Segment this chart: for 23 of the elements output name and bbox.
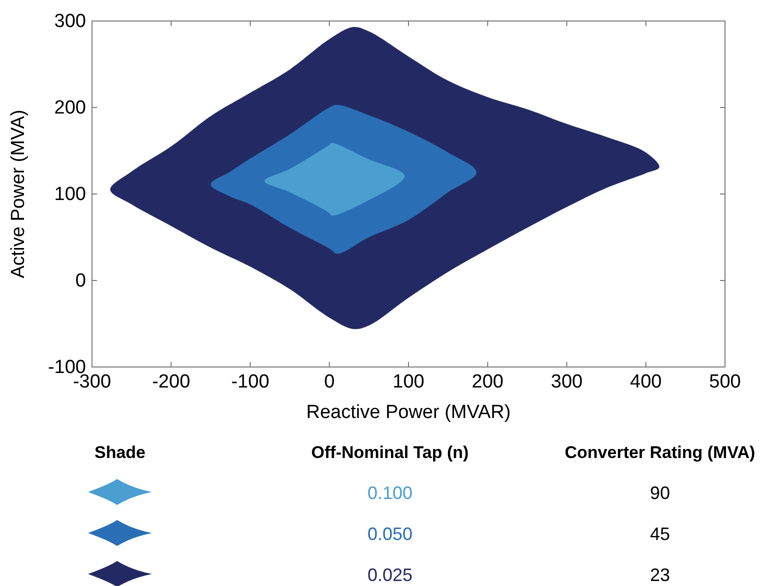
x-axis-title: Reactive Power (MVAR) bbox=[306, 402, 511, 423]
x-tick-label: -200 bbox=[152, 371, 190, 392]
y-tick-label: 300 bbox=[54, 11, 86, 32]
x-tick-label: 300 bbox=[550, 371, 583, 392]
text: 90 bbox=[650, 483, 670, 503]
text: 45 bbox=[650, 524, 670, 544]
text: 0.025 bbox=[367, 565, 413, 585]
text: 23 bbox=[650, 565, 670, 585]
x-tick-label: 500 bbox=[709, 371, 741, 392]
text: Off-Nominal Tap (n) bbox=[311, 443, 469, 462]
y-tick-label: 200 bbox=[54, 98, 86, 119]
text: Converter Rating (MVA) bbox=[564, 443, 756, 462]
x-tick-label: 400 bbox=[630, 371, 662, 392]
y-tick-label: 0 bbox=[75, 270, 86, 292]
x-tick-label: -100 bbox=[231, 371, 270, 392]
text: 0.100 bbox=[367, 483, 413, 503]
x-tick-label: 100 bbox=[392, 371, 424, 392]
legend-title: Shade bbox=[94, 443, 146, 462]
y-tick-label: 100 bbox=[54, 184, 86, 206]
x-tick-label: 0 bbox=[324, 371, 335, 392]
text: 0.050 bbox=[367, 524, 413, 544]
y-axis-title: Active Power (MVA) bbox=[8, 110, 29, 278]
x-tick-label: 200 bbox=[472, 371, 504, 392]
